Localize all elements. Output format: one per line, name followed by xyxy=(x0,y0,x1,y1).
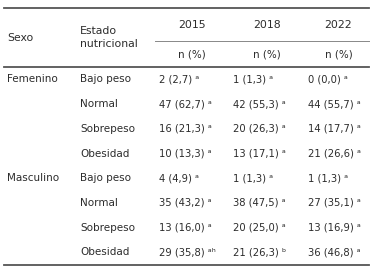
Text: 16 (21,3) ᵃ: 16 (21,3) ᵃ xyxy=(159,124,211,134)
Text: Obesidad: Obesidad xyxy=(80,148,129,158)
Text: 13 (16,9) ᵃ: 13 (16,9) ᵃ xyxy=(308,222,361,232)
Text: 29 (35,8) ᵃʰ: 29 (35,8) ᵃʰ xyxy=(159,247,215,257)
Text: 47 (62,7) ᵃ: 47 (62,7) ᵃ xyxy=(159,99,211,109)
Text: n (%): n (%) xyxy=(253,49,280,59)
Text: Estado
nutricional: Estado nutricional xyxy=(80,26,138,49)
Text: 20 (26,3) ᵃ: 20 (26,3) ᵃ xyxy=(233,124,286,134)
Text: 27 (35,1) ᵃ: 27 (35,1) ᵃ xyxy=(308,198,361,208)
Text: 20 (25,0) ᵃ: 20 (25,0) ᵃ xyxy=(233,222,286,232)
Text: Obesidad: Obesidad xyxy=(80,247,129,257)
Text: 10 (13,3) ᵃ: 10 (13,3) ᵃ xyxy=(159,148,211,158)
Text: 2015: 2015 xyxy=(178,20,206,30)
Text: 42 (55,3) ᵃ: 42 (55,3) ᵃ xyxy=(233,99,286,109)
Text: n (%): n (%) xyxy=(325,49,352,59)
Text: Bajo peso: Bajo peso xyxy=(80,173,131,183)
Text: 2018: 2018 xyxy=(253,20,280,30)
Text: 44 (55,7) ᵃ: 44 (55,7) ᵃ xyxy=(308,99,360,109)
Text: Masculino: Masculino xyxy=(7,173,60,183)
Text: 21 (26,3) ᵇ: 21 (26,3) ᵇ xyxy=(233,247,286,257)
Text: n (%): n (%) xyxy=(178,49,206,59)
Text: Sexo: Sexo xyxy=(7,33,34,43)
Text: Bajo peso: Bajo peso xyxy=(80,75,131,85)
Text: 21 (26,6) ᵃ: 21 (26,6) ᵃ xyxy=(308,148,361,158)
Text: 13 (17,1) ᵃ: 13 (17,1) ᵃ xyxy=(233,148,286,158)
Text: 2022: 2022 xyxy=(325,20,352,30)
Text: Normal: Normal xyxy=(80,198,118,208)
Text: Sobrepeso: Sobrepeso xyxy=(80,222,135,232)
Text: 13 (16,0) ᵃ: 13 (16,0) ᵃ xyxy=(159,222,211,232)
Text: 4 (4,9) ᵃ: 4 (4,9) ᵃ xyxy=(159,173,198,183)
Text: 1 (1,3) ᵃ: 1 (1,3) ᵃ xyxy=(233,75,273,85)
Text: Sobrepeso: Sobrepeso xyxy=(80,124,135,134)
Text: 0 (0,0) ᵃ: 0 (0,0) ᵃ xyxy=(308,75,348,85)
Text: Femenino: Femenino xyxy=(7,75,58,85)
Text: Normal: Normal xyxy=(80,99,118,109)
Text: 35 (43,2) ᵃ: 35 (43,2) ᵃ xyxy=(159,198,211,208)
Text: 1 (1,3) ᵃ: 1 (1,3) ᵃ xyxy=(233,173,273,183)
Text: 38 (47,5) ᵃ: 38 (47,5) ᵃ xyxy=(233,198,286,208)
Text: 1 (1,3) ᵃ: 1 (1,3) ᵃ xyxy=(308,173,348,183)
Text: 36 (46,8) ᵃ: 36 (46,8) ᵃ xyxy=(308,247,360,257)
Text: 14 (17,7) ᵃ: 14 (17,7) ᵃ xyxy=(308,124,361,134)
Text: 2 (2,7) ᵃ: 2 (2,7) ᵃ xyxy=(159,75,199,85)
